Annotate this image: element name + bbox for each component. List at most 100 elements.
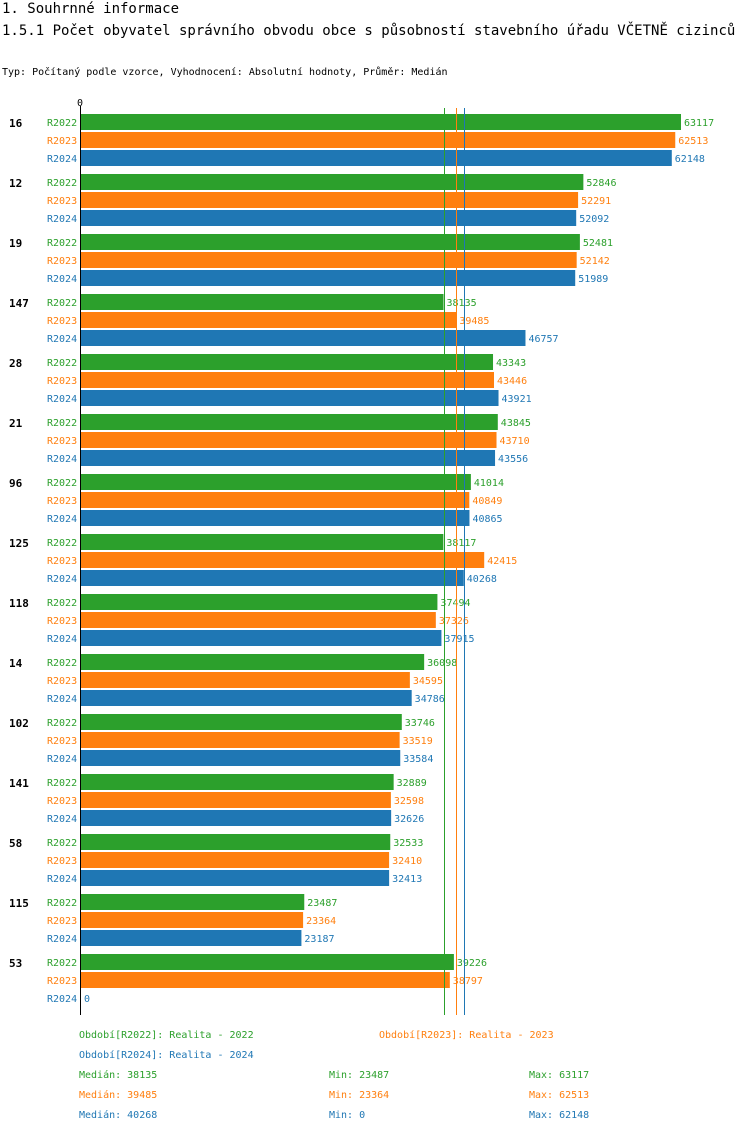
data-label: 23187 (304, 934, 334, 945)
series-label: R2024 (47, 814, 77, 825)
category-label: 14 (9, 657, 23, 670)
series-label: R2023 (47, 436, 77, 447)
data-label: 32533 (393, 838, 423, 849)
data-label: 0 (84, 994, 90, 1005)
bar (81, 774, 394, 790)
series-label: R2022 (47, 118, 77, 129)
data-label: 39485 (459, 316, 489, 327)
series-label: R2022 (47, 838, 77, 849)
data-label: 43845 (501, 418, 531, 429)
data-label: 43556 (498, 454, 528, 465)
series-label: R2024 (47, 934, 77, 945)
data-label: 32598 (394, 796, 424, 807)
bar (81, 732, 400, 748)
stat-max-r2024: Max: 62148 (529, 1110, 590, 1121)
bar (81, 894, 305, 910)
category-label: 58 (9, 837, 22, 850)
data-label: 33746 (405, 718, 435, 729)
series-label: R2023 (47, 796, 77, 807)
series-label: R2024 (47, 754, 77, 765)
bar (81, 852, 390, 868)
chart-info: Typ: Počítaný podle vzorce, Vyhodnocení:… (2, 67, 448, 78)
data-label: 23364 (306, 916, 336, 927)
data-label: 32410 (392, 856, 422, 867)
stat-min-r2024: Min: 0 (329, 1110, 366, 1121)
bar (81, 912, 304, 928)
bar (81, 870, 390, 886)
series-label: R2022 (47, 238, 77, 249)
bar (81, 234, 580, 250)
series-label: R2023 (47, 196, 77, 207)
bar (81, 750, 401, 766)
series-label: R2022 (47, 538, 77, 549)
bar (81, 954, 454, 970)
series-label: R2022 (47, 358, 77, 369)
series-label: R2023 (47, 736, 77, 747)
data-label: 33584 (403, 754, 433, 765)
data-label: 63117 (684, 118, 714, 129)
series-label: R2023 (47, 856, 77, 867)
category-label: 147 (9, 297, 29, 310)
category-label: 21 (9, 417, 23, 430)
bar (81, 414, 498, 430)
data-label: 52092 (579, 214, 609, 225)
series-label: R2024 (47, 634, 77, 645)
series-label: R2024 (47, 274, 77, 285)
legend-period-r2022: Období[R2022]: Realita - 2022 (79, 1030, 254, 1041)
bar (81, 372, 495, 388)
data-label: 34595 (413, 676, 443, 687)
series-label: R2024 (47, 394, 77, 405)
bar (81, 474, 471, 490)
data-label: 51989 (578, 274, 608, 285)
data-label: 42415 (487, 556, 517, 567)
series-label: R2022 (47, 178, 77, 189)
data-label: 37326 (439, 616, 469, 627)
series-label: R2024 (47, 334, 77, 345)
data-label: 52142 (580, 256, 610, 267)
bar (81, 672, 410, 688)
bar (81, 354, 494, 370)
data-label: 34786 (415, 694, 445, 705)
series-label: R2022 (47, 898, 77, 909)
series-label: R2022 (47, 778, 77, 789)
bar (81, 594, 438, 610)
stat-min-r2023: Min: 23364 (329, 1090, 390, 1101)
bar (81, 492, 470, 508)
stat-max-r2023: Max: 62513 (529, 1090, 590, 1101)
series-label: R2024 (47, 694, 77, 705)
stat-median-r2023: Medián: 39485 (79, 1090, 158, 1101)
bar (81, 654, 425, 670)
data-label: 52291 (581, 196, 611, 207)
bar (81, 210, 577, 226)
category-label: 102 (9, 717, 29, 730)
category-label: 96 (9, 477, 23, 490)
bar (81, 810, 392, 826)
data-label: 32626 (394, 814, 424, 825)
bar (81, 972, 450, 988)
x-tick-label: 0 (77, 98, 83, 109)
series-label: R2022 (47, 718, 77, 729)
series-label: R2023 (47, 316, 77, 327)
data-label: 38797 (453, 976, 483, 987)
page-title: 1. Souhrnné informace (2, 1, 180, 17)
data-label: 62148 (675, 154, 705, 165)
data-label: 32413 (392, 874, 422, 885)
stat-max-r2022: Max: 63117 (529, 1070, 590, 1081)
series-label: R2023 (47, 496, 77, 507)
category-label: 12 (9, 177, 22, 190)
series-label: R2024 (47, 994, 77, 1005)
bar (81, 834, 391, 850)
series-label: R2024 (47, 874, 77, 885)
series-label: R2023 (47, 376, 77, 387)
data-label: 62513 (678, 136, 708, 147)
bar (81, 132, 676, 148)
stat-min-r2022: Min: 23487 (329, 1070, 390, 1081)
series-label: R2023 (47, 976, 77, 987)
bar (81, 690, 412, 706)
category-label: 16 (9, 117, 23, 130)
series-label: R2023 (47, 556, 77, 567)
bar (81, 294, 444, 310)
bar (81, 192, 579, 208)
series-label: R2024 (47, 454, 77, 465)
